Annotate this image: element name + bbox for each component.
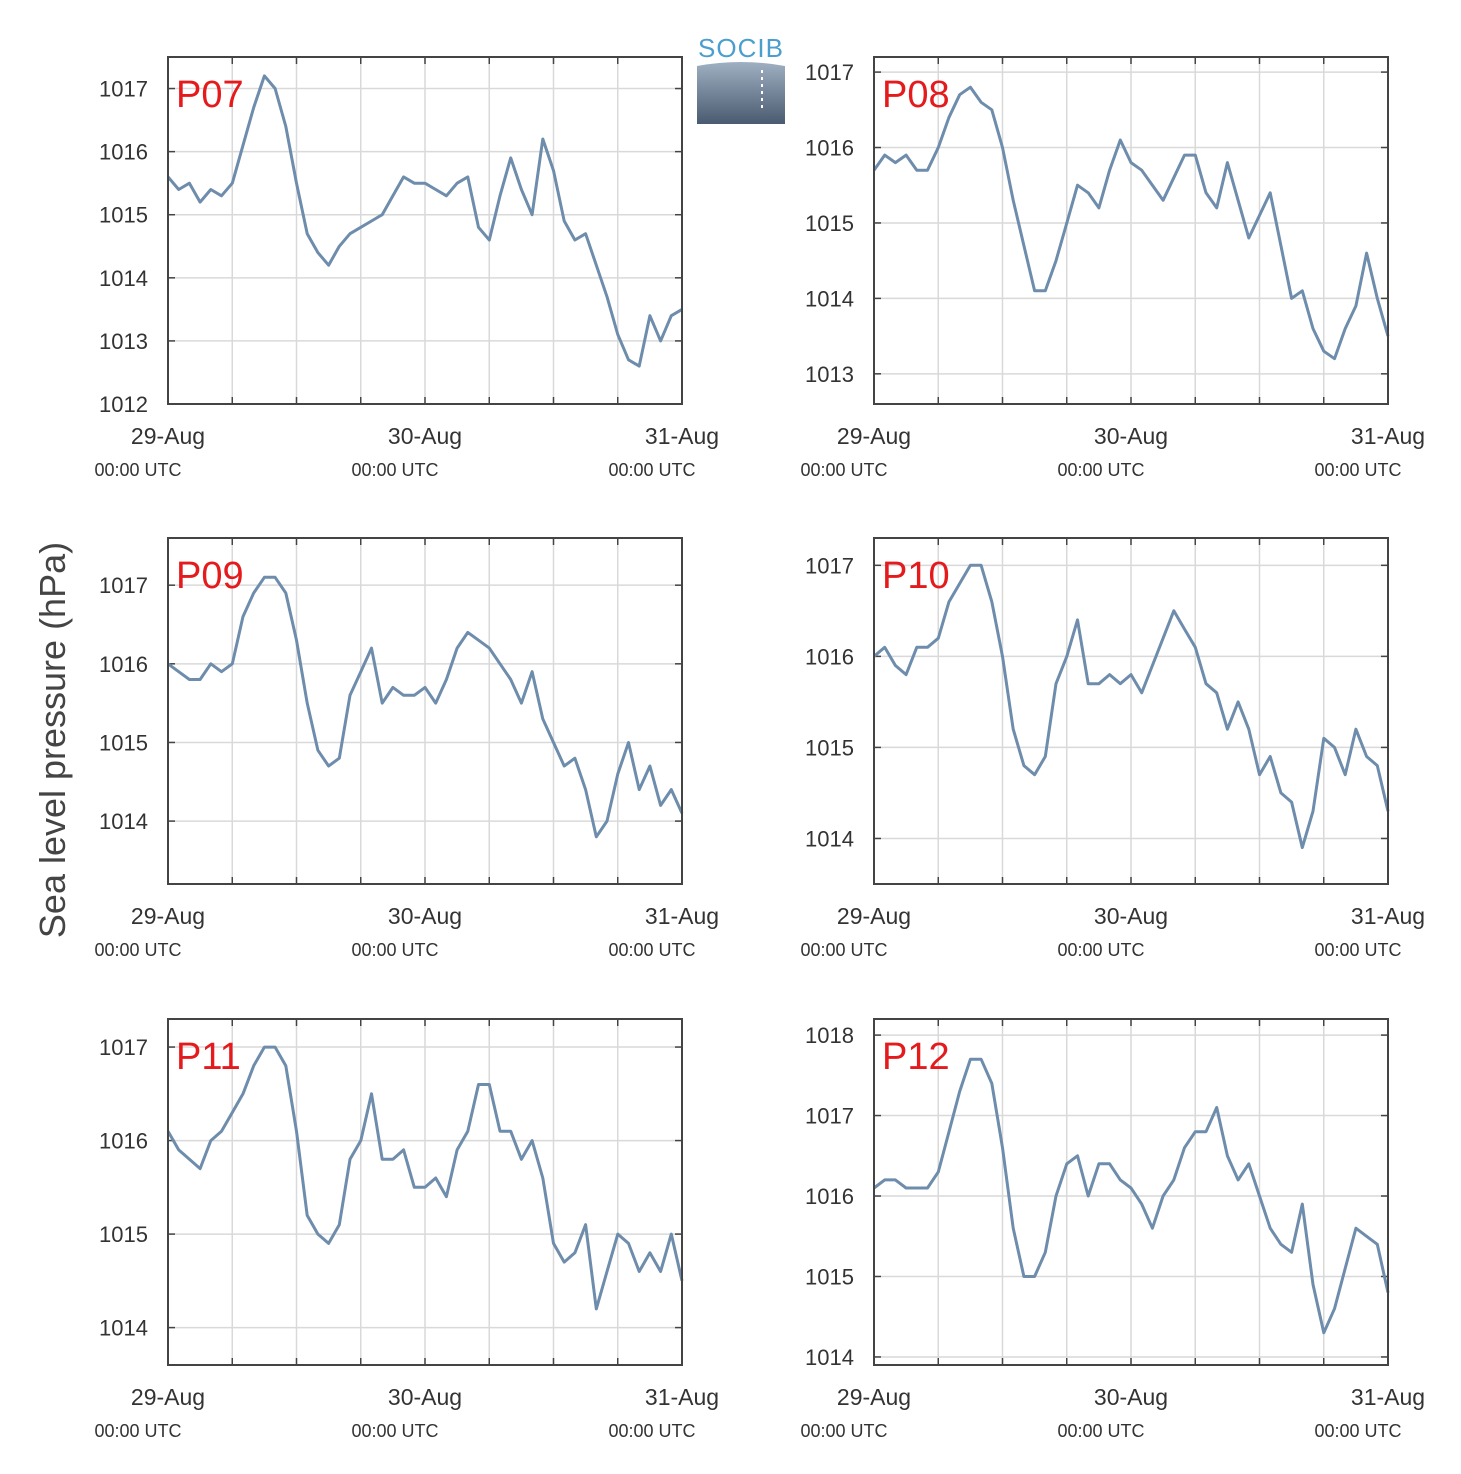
x-tick-label-time: 00:00 UTC (351, 1421, 438, 1441)
x-tick-label-date: 31-Aug (645, 903, 719, 929)
x-tick-label-date: 31-Aug (1351, 1384, 1425, 1410)
y-tick-label: 1015 (805, 211, 854, 236)
pressure-series-line-p11 (166, 1045, 684, 1311)
x-tick-label-time: 00:00 UTC (1057, 940, 1144, 960)
x-tick-label-time: 00:00 UTC (800, 460, 887, 480)
panel-title: P11 (176, 1036, 241, 1078)
panel-title: P09 (176, 555, 244, 597)
y-tick-label: 1017 (99, 77, 148, 102)
x-tick-label-date: 30-Aug (388, 1384, 462, 1410)
plot-frame (167, 56, 683, 405)
panel-title: P12 (882, 1036, 950, 1078)
x-tick-label-time: 00:00 UTC (1057, 460, 1144, 480)
y-tick-label: 1015 (99, 1222, 148, 1247)
y-tick-label: 1014 (805, 826, 854, 851)
plot-frame (167, 1018, 683, 1366)
x-tick-label-date: 31-Aug (1351, 423, 1425, 449)
chart-panel-p11: 1014 1015 1016 1017 29-Aug 00:00 UTC 30-Aug 00:… (94, 1018, 719, 1441)
panel-title: P07 (176, 74, 244, 116)
pressure-series-line-p07 (166, 74, 683, 368)
y-tick-label: 1014 (99, 266, 148, 291)
y-tick-label: 1014 (99, 809, 148, 834)
x-tick-label-date: 30-Aug (388, 423, 462, 449)
x-tick-label-time: 00:00 UTC (351, 940, 438, 960)
x-tick-label-time: 00:00 UTC (1057, 1421, 1144, 1441)
chart-panel-p07: 1012 1013 1014 1015 1016 1017 29-Aug 00:00 UTC 3… (94, 56, 719, 480)
x-tick-label-time: 00:00 UTC (94, 1421, 181, 1441)
x-tick-label-time: 00:00 UTC (608, 1421, 695, 1441)
x-tick-label-date: 29-Aug (131, 423, 205, 449)
y-tick-label: 1017 (805, 1104, 854, 1129)
y-tick-label: 1014 (805, 1345, 854, 1370)
panel-title: P08 (882, 74, 950, 116)
x-tick-label-date: 31-Aug (1351, 903, 1425, 929)
y-tick-label: 1014 (99, 1316, 148, 1341)
pressure-series-line-p10 (873, 563, 1390, 850)
y-tick-label: 1016 (99, 140, 148, 165)
y-tick-label: 1018 (805, 1023, 854, 1048)
socib-logo: SOCIB (697, 33, 785, 124)
logo-text: SOCIB (698, 33, 784, 63)
y-tick-label: 1014 (805, 286, 854, 311)
x-tick-label-time: 00:00 UTC (1314, 940, 1401, 960)
chart-panel-p10: 1014 1015 1016 1017 29-Aug 00:00 UTC 30-Aug 00:… (800, 537, 1425, 960)
x-tick-label-time: 00:00 UTC (1314, 460, 1401, 480)
x-tick-label-date: 29-Aug (131, 1384, 205, 1410)
y-tick-label: 1017 (805, 553, 854, 578)
x-tick-label-time: 00:00 UTC (608, 460, 695, 480)
y-tick-label: 1015 (805, 1264, 854, 1289)
x-tick-label-time: 00:00 UTC (608, 940, 695, 960)
x-tick-label-time: 00:00 UTC (94, 460, 181, 480)
y-tick-label: 1016 (99, 652, 148, 677)
y-tick-label: 1012 (99, 392, 148, 417)
x-tick-label-date: 31-Aug (645, 423, 719, 449)
y-tick-label: 1016 (805, 136, 854, 161)
chart-panel-p09: 1014 1015 1016 1017 29-Aug 00:00 UTC 30-Aug 00:… (94, 537, 719, 960)
y-axis-label: Sea level pressure (hPa) (32, 542, 73, 938)
x-tick-label-time: 00:00 UTC (800, 1421, 887, 1441)
y-tick-label: 1015 (805, 735, 854, 760)
panel-title: P10 (882, 555, 950, 597)
x-tick-label-date: 29-Aug (837, 423, 911, 449)
pressure-series-line-p09 (167, 575, 684, 839)
y-tick-label: 1017 (805, 60, 854, 85)
x-tick-label-time: 00:00 UTC (1314, 1421, 1401, 1441)
x-tick-label-date: 30-Aug (1094, 903, 1168, 929)
y-tick-label: 1015 (99, 730, 148, 755)
pressure-series-line-p08 (872, 85, 1390, 361)
plot-frame (873, 56, 1389, 405)
x-tick-label-time: 00:00 UTC (800, 940, 887, 960)
x-tick-label-time: 00:00 UTC (351, 460, 438, 480)
x-tick-label-date: 29-Aug (131, 903, 205, 929)
y-tick-label: 1013 (805, 362, 854, 387)
panels: 1012 1013 1014 1015 1016 1017 29-Aug 00:00 UTC 3… (94, 56, 1425, 1441)
x-tick-label-date: 29-Aug (837, 1384, 911, 1410)
x-tick-label-date: 30-Aug (1094, 1384, 1168, 1410)
logo-wave-shape (697, 62, 785, 124)
x-tick-label-time: 00:00 UTC (94, 940, 181, 960)
y-tick-label: 1017 (99, 1035, 148, 1060)
plot-frame (873, 537, 1389, 885)
y-tick-label: 1016 (805, 644, 854, 669)
chart-panel-p12: 1014 1015 1016 1017 1018 29-Aug 00:00 UTC 30-Au… (800, 1018, 1425, 1441)
plot-frame (167, 537, 683, 885)
y-tick-label: 1013 (99, 329, 148, 354)
y-tick-label: 1015 (99, 203, 148, 228)
y-tick-label: 1016 (99, 1129, 148, 1154)
plot-frame (873, 1018, 1389, 1366)
pressure-series-line-p12 (873, 1057, 1390, 1335)
x-tick-label-date: 30-Aug (388, 903, 462, 929)
x-tick-label-date: 29-Aug (837, 903, 911, 929)
x-tick-label-date: 30-Aug (1094, 423, 1168, 449)
chart-panel-p08: 1013 1014 1015 1016 1017 29-Aug 00:00 UTC 30-Au… (800, 56, 1425, 480)
x-tick-label-date: 31-Aug (645, 1384, 719, 1410)
y-tick-label: 1017 (99, 573, 148, 598)
y-tick-label: 1016 (805, 1184, 854, 1209)
